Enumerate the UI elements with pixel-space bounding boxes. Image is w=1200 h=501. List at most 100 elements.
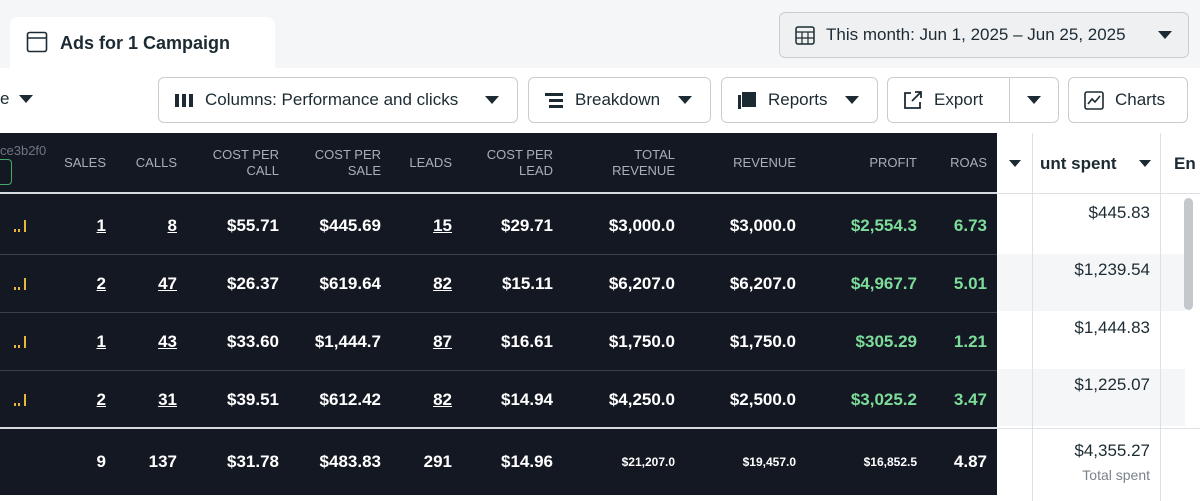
dropdown-caret — [678, 95, 692, 104]
id-partial: ce3b2f0 — [0, 143, 47, 158]
button-label: Columns: Performance and clicks — [205, 90, 459, 109]
column-header[interactable]: PROFIT — [869, 155, 917, 170]
totals-border — [0, 427, 997, 429]
charts-button[interactable]: Charts — [1068, 77, 1188, 123]
link-cell[interactable]: 82 — [433, 274, 452, 293]
scrollbar[interactable] — [1184, 198, 1193, 310]
column-header[interactable]: REVENUE — [733, 155, 796, 170]
cell: $1,444.7 — [314, 332, 381, 351]
delivery-icon — [14, 220, 28, 232]
link-cell[interactable]: 31 — [158, 390, 177, 409]
side-next-header[interactable]: En — [1174, 154, 1196, 173]
link-cell[interactable]: 2 — [96, 390, 106, 409]
column-divider — [1032, 133, 1033, 501]
column-header[interactable]: ROAS — [950, 155, 987, 170]
tab-icon — [26, 31, 48, 53]
cell: $14.94 — [501, 390, 553, 409]
delivery-icon — [14, 336, 28, 348]
total-cell: $483.83 — [319, 452, 381, 471]
amount-total-label: Total spent — [1082, 467, 1150, 483]
total-cell: $16,852.5 — [863, 455, 917, 469]
row-divider — [0, 254, 997, 255]
cell: $16.61 — [501, 332, 553, 351]
cell: $612.42 — [319, 390, 381, 409]
button-label: Reports — [768, 90, 828, 109]
icon-bar — [14, 345, 16, 348]
link-cell[interactable]: 2 — [96, 274, 106, 293]
side-header[interactable]: unt spent — [1040, 154, 1117, 173]
dropdown-caret — [1158, 30, 1172, 39]
columns-button[interactable]: Columns: Performance and clicks — [158, 77, 518, 123]
link-cell[interactable]: 1 — [96, 216, 106, 235]
calendar-icon — [795, 26, 815, 45]
date-range-button[interactable]: This month: Jun 1, 2025 – Jun 25, 2025 — [779, 12, 1189, 58]
column-divider — [1160, 133, 1161, 501]
icon-bar — [14, 403, 16, 406]
breakdown-button[interactable]: Breakdown — [528, 77, 711, 123]
dark-table: ce3b2f0 SALES CALLS COST PER CALL COST PER … — [0, 133, 997, 495]
cell: 3.47 — [953, 390, 987, 409]
column-header[interactable]: CALLS — [135, 155, 177, 170]
export-icon — [904, 91, 922, 109]
cell: $445.69 — [319, 216, 381, 235]
icon-bar — [18, 345, 20, 348]
column-header[interactable]: COST PER LEAD — [486, 147, 553, 178]
column-header[interactable]: SALES — [64, 155, 106, 170]
amount-cell: $1,444.83 — [1074, 318, 1150, 337]
charts-icon — [1084, 91, 1104, 110]
tab-title: Ads for 1 Campaign — [60, 33, 231, 53]
link-cell[interactable]: 82 — [433, 390, 452, 409]
link-cell[interactable]: 43 — [158, 332, 177, 351]
link-cell[interactable]: 15 — [433, 216, 452, 235]
link-cell[interactable]: 8 — [167, 216, 177, 235]
columns-icon — [175, 94, 193, 107]
icon-bar — [18, 229, 20, 232]
side-total-border — [997, 428, 1200, 429]
column-header[interactable]: TOTAL REVENUE — [612, 147, 675, 178]
icon-bar — [24, 336, 26, 348]
reports-icon — [738, 92, 756, 109]
column-header[interactable]: COST PER SALE — [314, 147, 381, 178]
amount-cell: $445.83 — [1088, 203, 1150, 222]
delivery-icon — [14, 278, 28, 290]
button-label: Export — [934, 90, 984, 109]
cell: $3,025.2 — [850, 390, 917, 409]
cell: $1,750.0 — [729, 332, 796, 351]
status-badge — [0, 159, 12, 185]
side-row-stripe — [997, 369, 1185, 426]
breakdown-icon — [545, 93, 563, 108]
export-button[interactable]: Export — [887, 77, 1059, 123]
date-range-label: This month: Jun 1, 2025 – Jun 25, 2025 — [826, 25, 1126, 44]
link-cell[interactable]: 87 — [433, 332, 452, 351]
link-cell[interactable]: 47 — [158, 274, 177, 293]
total-cell: 137 — [148, 452, 177, 471]
delivery-icon — [14, 394, 28, 406]
dropdown-caret — [19, 95, 33, 103]
header-border — [0, 192, 997, 194]
side-row-stripe — [997, 254, 1185, 311]
dropdown-caret — [845, 95, 859, 104]
view-selector-partial[interactable]: e — [0, 89, 10, 108]
cell: $2,554.3 — [850, 216, 917, 235]
side-header-row — [997, 133, 1200, 194]
cell: 5.01 — [953, 274, 987, 293]
icon-bar — [24, 278, 26, 290]
cell: $2,500.0 — [729, 390, 796, 409]
button-label: Charts — [1115, 90, 1166, 109]
cell: $6,207.0 — [608, 274, 675, 293]
icon-bar — [18, 287, 20, 290]
reports-button[interactable]: Reports — [721, 77, 878, 123]
column-header[interactable]: COST PER CALL — [212, 147, 279, 178]
cell: 1.21 — [953, 332, 987, 351]
column-header[interactable]: LEADS — [409, 155, 452, 170]
amount-cell: $1,239.54 — [1074, 260, 1150, 279]
cell: $4,250.0 — [608, 390, 675, 409]
tab[interactable]: Ads for 1 Campaign — [10, 17, 275, 77]
amount-total: $4,355.27 — [1074, 441, 1150, 460]
icon-bar — [24, 220, 26, 232]
dropdown-caret — [485, 95, 499, 104]
row-divider — [0, 312, 997, 313]
dropdown-caret — [1139, 160, 1151, 167]
link-cell[interactable]: 1 — [96, 332, 106, 351]
